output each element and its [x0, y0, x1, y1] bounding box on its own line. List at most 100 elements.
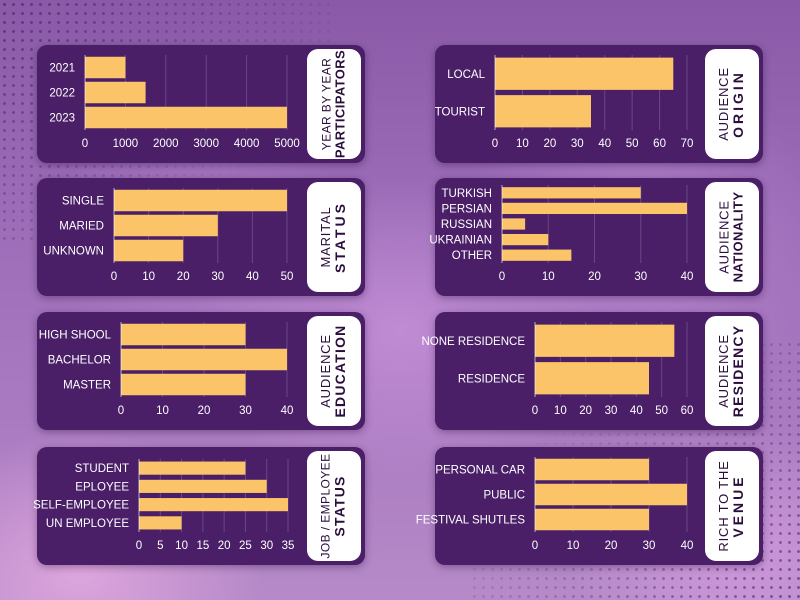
panel-education: 0 10 20 30 40 HIGH SHOOL BACHELOR MASTER AUDIEN…: [37, 312, 365, 430]
x-tick-label: 20: [605, 540, 618, 552]
x-tick-label: 30: [605, 405, 618, 417]
category-label: FESTIVAL SHUTLES: [416, 515, 526, 527]
x-tick-label: 20: [198, 405, 211, 417]
x-tick-label: 4000: [234, 138, 260, 150]
x-tick-label: 60: [653, 138, 666, 150]
x-tick-label: 0: [499, 271, 505, 283]
bar: [535, 508, 649, 531]
bar: [495, 95, 591, 128]
panel-marital: 0 10 20 30 40 50 SINGLE MARIED UNKNOWN MARITAL S…: [37, 178, 365, 296]
x-tick-label: 30: [260, 540, 273, 552]
nationality-title-line2: NATIONALITY: [731, 191, 746, 283]
category-label: TURKISH: [442, 188, 492, 200]
panel-nationality: 0 10 20 30 40 TURKISH PERSIAN RUSSIAN UKRAINIAN O…: [429, 178, 763, 296]
x-tick-label: 10: [567, 540, 580, 552]
x-tick-label: 40: [681, 540, 694, 552]
education-title-line2: EDUCATION: [332, 324, 349, 418]
x-tick-label: 1000: [113, 138, 139, 150]
residency-title-line2: RESIDENCY: [730, 324, 747, 418]
panel-residency: 0 10 20 30 40 50 60 NONE RESIDENCE RESIDENCE AUD…: [421, 312, 763, 430]
x-tick-label: 2000: [153, 138, 179, 150]
category-label: PERSIAN: [442, 203, 493, 215]
bar: [502, 233, 549, 246]
x-tick-label: 20: [543, 138, 556, 150]
bar: [85, 106, 287, 129]
marital-title-card: MARITAL STATUS: [307, 182, 361, 292]
education-chart: 0 10 20 30 40 HIGH SHOOL BACHELOR MASTER: [39, 322, 294, 417]
x-tick-label: 5000: [274, 138, 300, 150]
x-tick-label: 10: [156, 405, 169, 417]
panel-job: 0 5 10 15 20 25 30 35 STUDENT EPLOYEE SELF-EMPLOYE…: [33, 447, 365, 565]
x-tick-label: 3000: [193, 138, 219, 150]
x-tick-label: 10: [554, 405, 567, 417]
panel-venue: 0 10 20 30 40 PERSONAL CAR PUBLIC FESTIVAL SHUT…: [416, 447, 763, 565]
category-label: HIGH SHOOL: [39, 330, 112, 342]
x-tick-label: 10: [542, 271, 555, 283]
venue-title-line2: VENUE: [730, 474, 747, 538]
origin-title-line1: AUDIENCE: [716, 67, 732, 141]
origin-title-line2: ORIGIN: [730, 70, 747, 138]
nationality-title-card: AUDIENCE NATIONALITY: [705, 182, 759, 292]
x-tick-label: 15: [196, 540, 209, 552]
bar: [535, 483, 687, 506]
marital-chart: 0 10 20 30 40 50 SINGLE MARIED UNKNOWN: [43, 188, 294, 283]
category-label: PUBLIC: [483, 490, 525, 502]
x-tick-label: 50: [626, 138, 639, 150]
x-tick-label: 20: [177, 271, 190, 283]
panel-participants: 0 1000 2000 3000 4000 5000 2021 2022 2023 YEAR B…: [37, 45, 365, 163]
venue-chart: 0 10 20 30 40 PERSONAL CAR PUBLIC FESTIVAL SHUT…: [416, 457, 694, 552]
category-label: NONE RESIDENCE: [421, 336, 525, 348]
origin-chart: 0 10 20 30 40 50 60 70 LOCAL TOURIST: [435, 55, 693, 150]
bar: [114, 239, 184, 262]
bar: [139, 498, 288, 512]
x-tick-label: 20: [218, 540, 231, 552]
x-tick-label: 50: [281, 271, 294, 283]
category-label: MASTER: [63, 380, 111, 392]
category-label: UNKNOWN: [43, 246, 104, 258]
x-tick-label: 40: [630, 405, 643, 417]
x-tick-label: 40: [281, 405, 294, 417]
bar: [139, 479, 267, 493]
x-tick-label: 0: [118, 405, 124, 417]
x-tick-label: 0: [532, 540, 538, 552]
x-tick-label: 35: [282, 540, 295, 552]
category-label: TOURIST: [435, 106, 485, 118]
origin-title-card: AUDIENCE ORIGIN: [705, 49, 759, 159]
x-tick-label: 0: [111, 271, 117, 283]
x-tick-label: 25: [239, 540, 252, 552]
bar: [121, 323, 246, 346]
x-tick-label: 60: [681, 405, 694, 417]
bar: [502, 218, 526, 230]
x-tick-label: 40: [681, 271, 694, 283]
x-tick-label: 40: [246, 271, 259, 283]
x-tick-label: 0: [532, 405, 538, 417]
job-title-card: JOB / EMPLOYEE STATUS: [307, 451, 361, 561]
x-tick-label: 30: [239, 405, 252, 417]
residency-title-line1: AUDIENCE: [716, 334, 732, 408]
x-tick-label: 30: [643, 540, 656, 552]
job-title-line2: STATUS: [331, 475, 348, 537]
participants-title-line2: PARTICIPATORS: [332, 49, 348, 159]
bar: [114, 214, 218, 237]
x-tick-label: 50: [655, 405, 668, 417]
bar: [114, 189, 287, 212]
bar: [502, 249, 572, 261]
x-tick-label: 10: [175, 540, 188, 552]
bar: [535, 324, 675, 357]
nationality-chart: 0 10 20 30 40 TURKISH PERSIAN RUSSIAN UKRAINIAN O…: [429, 185, 694, 283]
bar: [535, 362, 649, 395]
category-label: RESIDENCE: [458, 373, 525, 385]
marital-title-line1: MARITAL: [318, 206, 334, 268]
nationality-title-line1: AUDIENCE: [716, 200, 732, 274]
x-tick-label: 30: [211, 271, 224, 283]
x-tick-label: 0: [492, 138, 498, 150]
category-label: MARIED: [59, 221, 104, 233]
category-label: 2021: [49, 63, 75, 75]
participants-title-card: YEAR BY YEAR PARTICIPATORS: [307, 49, 361, 159]
education-title-line1: AUDIENCE: [318, 334, 334, 408]
category-label: BACHELOR: [48, 355, 111, 367]
x-tick-label: 10: [142, 271, 155, 283]
x-tick-label: 10: [516, 138, 529, 150]
category-label: RUSSIAN: [441, 219, 492, 231]
category-label: OTHER: [452, 250, 492, 262]
